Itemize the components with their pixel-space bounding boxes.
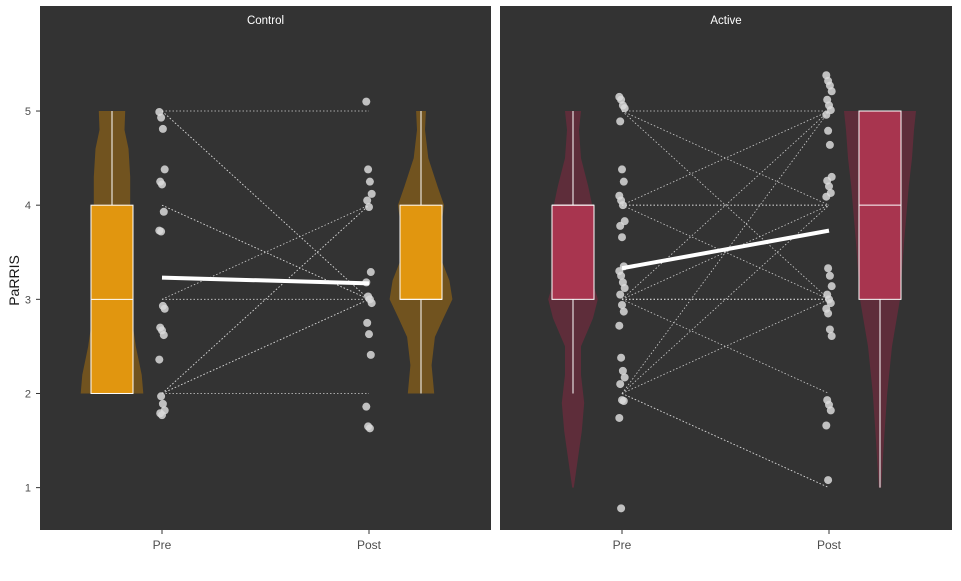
data-point bbox=[159, 207, 168, 216]
data-point bbox=[824, 309, 833, 318]
data-point bbox=[825, 325, 834, 334]
data-point bbox=[616, 221, 625, 230]
data-point bbox=[618, 300, 626, 309]
strip-title: Control bbox=[247, 15, 284, 27]
x-tick-label: Post bbox=[817, 538, 842, 552]
data-point bbox=[158, 411, 166, 420]
data-point bbox=[822, 110, 831, 119]
connection-line bbox=[161, 298, 370, 394]
data-point bbox=[618, 366, 627, 375]
y-tick-label: 5 bbox=[25, 106, 31, 118]
data-point bbox=[367, 299, 376, 308]
connection-line bbox=[621, 110, 830, 206]
data-point bbox=[822, 192, 831, 201]
data-point bbox=[157, 227, 166, 236]
connection-line bbox=[161, 204, 370, 300]
data-point bbox=[158, 180, 166, 189]
data-point bbox=[619, 177, 628, 186]
data-point bbox=[615, 413, 624, 422]
data-point bbox=[826, 299, 835, 308]
data-point bbox=[365, 330, 373, 339]
strip-title: Active bbox=[710, 15, 741, 27]
connection-line bbox=[621, 110, 830, 206]
connection-line bbox=[621, 110, 830, 300]
data-point bbox=[827, 87, 836, 96]
connection-line bbox=[621, 110, 830, 394]
data-point bbox=[616, 117, 625, 126]
x-tick-label: Post bbox=[357, 538, 382, 552]
data-point bbox=[620, 104, 629, 113]
data-point bbox=[155, 355, 164, 364]
data-point bbox=[363, 318, 372, 327]
connection-line bbox=[621, 298, 830, 394]
data-point bbox=[160, 165, 169, 174]
data-point bbox=[617, 271, 626, 280]
box-post bbox=[399, 204, 443, 300]
data-point bbox=[825, 140, 834, 149]
data-point bbox=[822, 421, 831, 430]
data-point bbox=[619, 307, 628, 316]
data-point bbox=[363, 196, 372, 205]
connection-line bbox=[621, 393, 830, 488]
y-tick-label: 1 bbox=[25, 483, 31, 495]
strip bbox=[40, 6, 491, 31]
data-point bbox=[362, 402, 371, 411]
data-point bbox=[825, 271, 834, 280]
y-axis-title: PaRRIS bbox=[6, 255, 22, 306]
data-point bbox=[157, 113, 166, 122]
data-point bbox=[824, 126, 833, 135]
data-point bbox=[620, 373, 629, 382]
connection-line bbox=[621, 110, 830, 300]
data-point bbox=[824, 264, 833, 273]
data-point bbox=[159, 331, 168, 340]
y-tick-label: 4 bbox=[25, 200, 31, 212]
data-point bbox=[365, 424, 374, 433]
connection-line bbox=[621, 204, 830, 300]
strip bbox=[500, 6, 952, 31]
data-point bbox=[824, 476, 833, 485]
data-point bbox=[158, 124, 167, 133]
data-point bbox=[364, 165, 373, 174]
data-point bbox=[617, 353, 626, 362]
x-tick-label: Pre bbox=[613, 538, 632, 552]
data-point bbox=[365, 203, 373, 212]
y-tick-label: 3 bbox=[25, 294, 31, 306]
connection-line bbox=[621, 204, 830, 300]
data-point bbox=[367, 189, 376, 198]
data-point bbox=[827, 332, 836, 341]
y-tick-label: 2 bbox=[25, 388, 31, 400]
data-point bbox=[826, 406, 835, 415]
data-point bbox=[617, 504, 626, 513]
mean-line bbox=[161, 275, 370, 286]
data-point bbox=[362, 97, 371, 106]
data-point bbox=[618, 233, 626, 242]
box-pre bbox=[551, 204, 595, 300]
data-point bbox=[365, 177, 374, 186]
connection-line bbox=[621, 204, 830, 394]
connection-line bbox=[621, 298, 830, 394]
x-tick-label: Pre bbox=[153, 538, 172, 552]
data-point bbox=[619, 397, 628, 406]
connection-line bbox=[161, 204, 370, 394]
data-point bbox=[827, 282, 836, 291]
data-point bbox=[157, 392, 166, 401]
data-point bbox=[615, 321, 624, 330]
connection-line bbox=[161, 110, 370, 300]
mean-line bbox=[621, 228, 830, 271]
data-point bbox=[158, 399, 167, 408]
data-point bbox=[160, 304, 169, 313]
data-point bbox=[366, 350, 375, 359]
data-point bbox=[620, 284, 629, 293]
data-point bbox=[616, 380, 625, 389]
data-point bbox=[618, 165, 626, 174]
data-point bbox=[618, 201, 627, 210]
panel-control: Control Pre Post bbox=[40, 6, 491, 552]
panel-active: Active Pre Post bbox=[500, 6, 952, 552]
data-point bbox=[616, 290, 625, 299]
data-point bbox=[825, 182, 833, 191]
data-point bbox=[366, 268, 375, 277]
